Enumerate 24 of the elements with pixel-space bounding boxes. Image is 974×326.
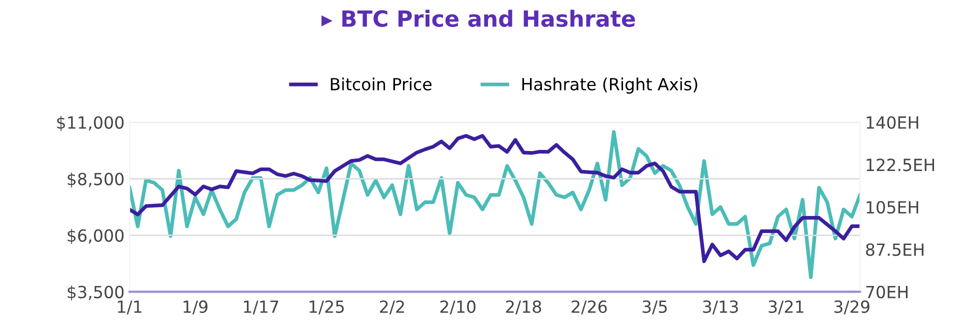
- x-tick-label: 2/18: [506, 300, 542, 314]
- y2-tick-label: 140EH: [866, 116, 918, 129]
- x-tick-label: 3/13: [703, 300, 738, 314]
- chart-title: ▸ BTC Price and Hashrate: [321, 10, 635, 27]
- x-tick-label: 3/29: [834, 300, 870, 314]
- x-tick-label: 1/25: [310, 300, 344, 314]
- y-tick-label: $8,500: [68, 172, 124, 188]
- y-tick-label: $3,500: [68, 285, 124, 301]
- y-tick-label: $6,000: [68, 228, 124, 244]
- y-tick-label: $11,000: [57, 116, 124, 132]
- x-tick-label: 3/5: [642, 300, 667, 314]
- y2-tick-label: 87.5EH: [866, 243, 924, 256]
- x-tick-label: 1/9: [184, 300, 208, 314]
- legend-label: Bitcoin Price: [330, 78, 432, 90]
- x-tick-label: 3/21: [768, 300, 804, 314]
- x-tick-label: 1/17: [244, 300, 278, 314]
- legend-label: Hashrate (Right Axis): [522, 78, 698, 94]
- x-tick-label: 2/2: [380, 300, 404, 314]
- x-tick-label: 1/1: [118, 300, 142, 314]
- x-tick-label: 2/10: [440, 300, 476, 314]
- y2-tick-label: 122.5EH: [866, 158, 934, 172]
- y2-tick-label: 70EH: [866, 286, 908, 298]
- x-tick-label: 2/26: [572, 300, 607, 314]
- y2-tick-label: 105EH: [866, 200, 918, 214]
